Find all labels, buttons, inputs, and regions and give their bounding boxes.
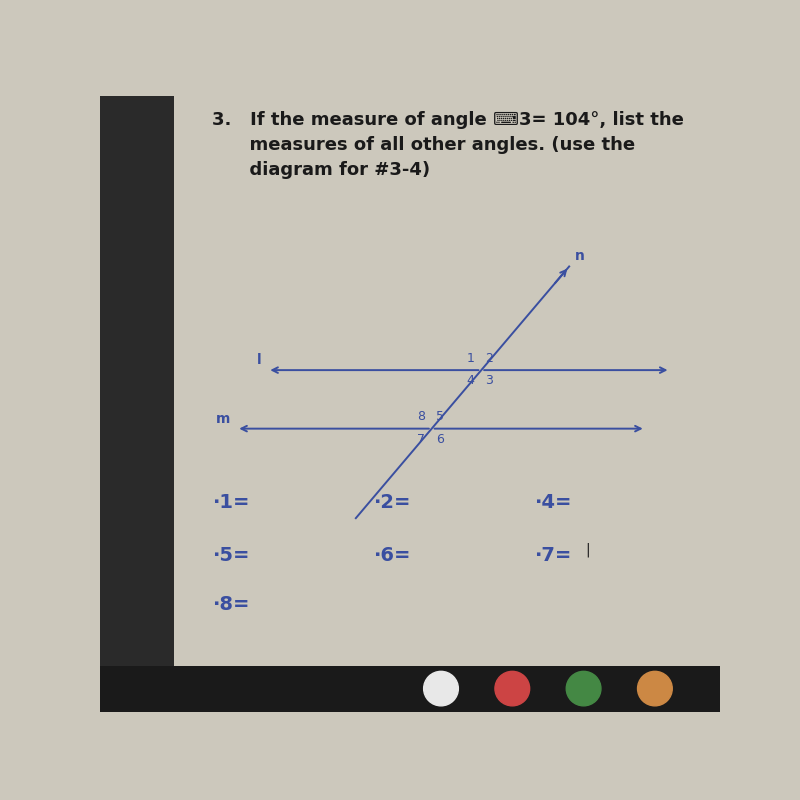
Text: l: l (257, 353, 262, 367)
Text: ∙7=: ∙7= (534, 546, 571, 565)
Bar (100, 666, 720, 712)
Text: 8: 8 (417, 410, 425, 423)
Text: 6: 6 (436, 433, 444, 446)
Text: 2: 2 (486, 352, 494, 365)
Text: |: | (585, 542, 590, 557)
Text: 7: 7 (417, 433, 425, 446)
Text: 3.   If the measure of angle ⌨3= 104°, list the: 3. If the measure of angle ⌨3= 104°, lis… (211, 111, 683, 130)
Text: 1: 1 (466, 352, 474, 365)
Circle shape (495, 671, 530, 706)
Text: 4: 4 (466, 374, 474, 387)
Circle shape (638, 671, 672, 706)
Text: ∙1=: ∙1= (211, 494, 249, 512)
Circle shape (424, 671, 458, 706)
Text: 3: 3 (486, 374, 494, 387)
Text: ∙6=: ∙6= (373, 546, 410, 565)
Text: ∙8=: ∙8= (211, 595, 249, 614)
Text: diagram for #3-4): diagram for #3-4) (211, 161, 430, 178)
Bar (100, 96, 174, 712)
Text: ∙5=: ∙5= (211, 546, 249, 565)
Text: n: n (575, 250, 586, 263)
Circle shape (566, 671, 601, 706)
Text: ∙2=: ∙2= (373, 494, 410, 512)
Text: m: m (216, 411, 230, 426)
Text: 5: 5 (436, 410, 444, 423)
Text: measures of all other angles. (use the: measures of all other angles. (use the (211, 136, 634, 154)
Text: ∙4=: ∙4= (534, 494, 571, 512)
